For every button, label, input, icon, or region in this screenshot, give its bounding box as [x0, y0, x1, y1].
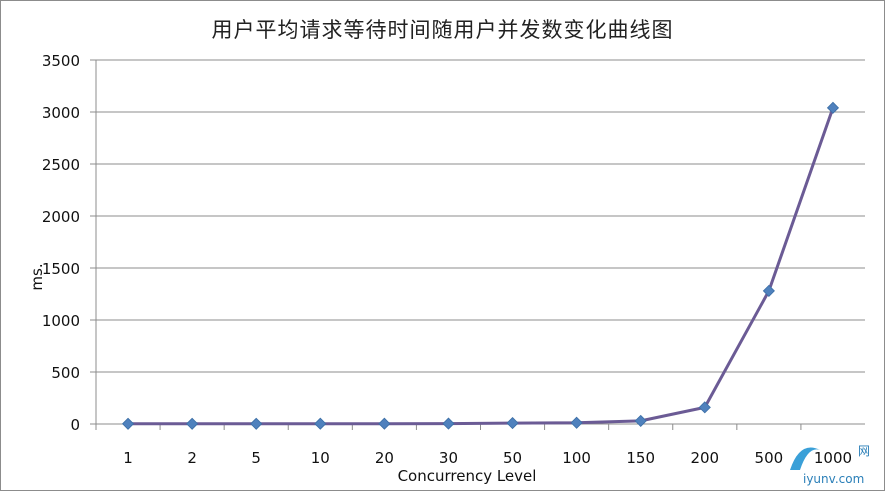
y-tick-label: 2500 — [42, 156, 80, 174]
y-tick-label: 3000 — [42, 104, 80, 122]
x-axis-label: Concurrency Level — [398, 467, 537, 485]
data-point-marker — [570, 416, 583, 429]
data-point-marker — [314, 417, 327, 430]
y-tick-label: 0 — [70, 416, 80, 434]
x-tick-label: 50 — [503, 449, 522, 467]
data-point-marker — [826, 101, 840, 114]
x-tick-label: 20 — [375, 449, 394, 467]
data-point-marker — [378, 417, 391, 430]
data-point-marker — [762, 284, 775, 297]
y-axis-label: ms. — [28, 263, 46, 290]
series-line-path — [128, 107, 835, 426]
y-tick-label: 1500 — [42, 260, 80, 278]
y-tick-labels: 0 500 1000 1500 2000 2500 3000 3500 — [42, 52, 80, 434]
x-tick-label: 5 — [251, 449, 261, 467]
y-tick-label: 3500 — [42, 52, 80, 70]
data-point-marker — [506, 416, 519, 430]
data-point-marker — [634, 414, 647, 427]
series-line — [128, 107, 835, 426]
watermark-text: iyunv.com — [803, 472, 864, 486]
data-point-marker — [121, 417, 135, 430]
x-tick-label: 30 — [439, 449, 458, 467]
y-tick-label: 2000 — [42, 208, 80, 226]
data-point-marker — [186, 417, 199, 430]
watermark-suffix: 网 — [858, 444, 870, 458]
watermark-swoosh-icon — [790, 447, 820, 470]
data-point-marker — [250, 417, 263, 430]
y-tick-label: 500 — [51, 364, 80, 382]
x-tick-label: 1000 — [814, 449, 852, 467]
x-tick-labels: 1 2 5 10 20 30 50 100 150 200 500 1000 — [123, 449, 852, 467]
x-tick-label: 200 — [690, 449, 719, 467]
watermark-logo: iyunv.com 网 — [790, 444, 870, 486]
series-markers — [121, 101, 840, 430]
x-tick-label: 100 — [562, 449, 591, 467]
gridlines — [90, 59, 865, 430]
data-point-marker — [698, 401, 711, 414]
chart-title: 用户平均请求等待时间随用户并发数变化曲线图 — [211, 18, 674, 42]
data-point-marker — [442, 417, 455, 430]
x-tick-label: 2 — [187, 449, 197, 467]
x-tick-label: 10 — [311, 449, 330, 467]
y-tick-label: 1000 — [42, 312, 80, 330]
x-tick-label: 150 — [626, 449, 655, 467]
x-tick-label: 1 — [123, 449, 133, 467]
x-tick-label: 500 — [755, 449, 784, 467]
